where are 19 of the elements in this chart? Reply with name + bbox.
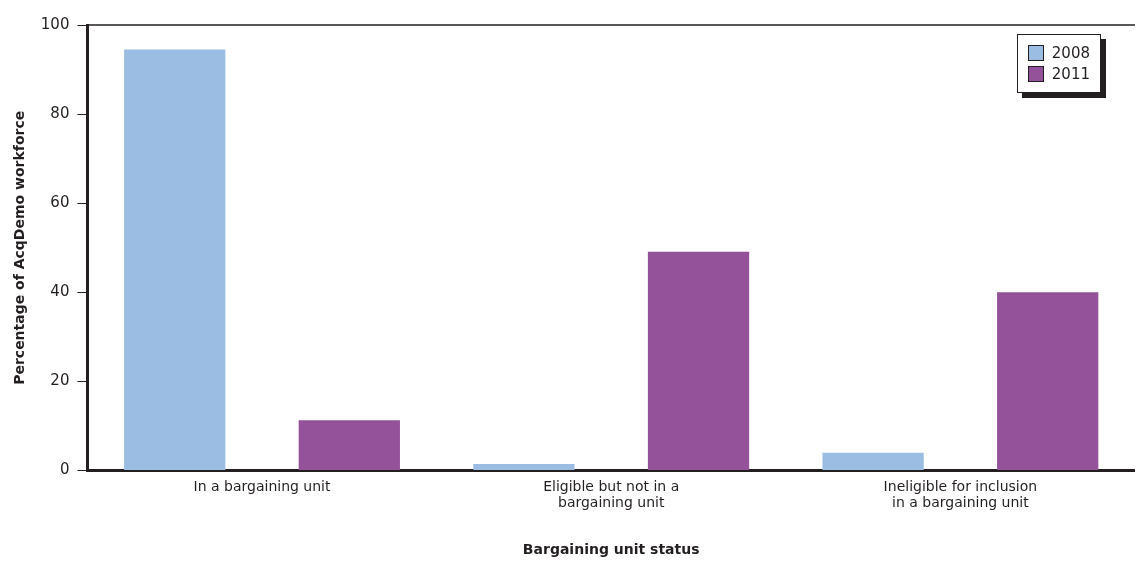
x-tick-label: In a bargaining unit (193, 477, 331, 494)
bar (997, 292, 1099, 471)
bar (647, 251, 750, 471)
legend-label: 2008 (1051, 44, 1090, 62)
y-tick-label: 20 (50, 371, 70, 390)
x-tick-label: Ineligible for inclusion in a bargaining unit (883, 477, 1038, 511)
bar (124, 49, 226, 471)
legend-label: 2011 (1051, 65, 1090, 83)
y-tick-label: 100 (40, 14, 70, 33)
y-tick-label: 0 (59, 460, 70, 479)
bar (473, 463, 575, 471)
y-axis-title: Percentage of AcqDemo workforce (11, 110, 28, 385)
y-tick-label: 40 (50, 282, 70, 301)
bar (298, 420, 400, 471)
x-tick-label: Eligible but not in a bargaining unit (543, 477, 680, 511)
x-axis-title: Bargaining unit status (522, 541, 700, 558)
y-tick-label: 80 (50, 104, 70, 123)
bar (822, 452, 924, 471)
y-tick-label: 60 (50, 193, 70, 212)
